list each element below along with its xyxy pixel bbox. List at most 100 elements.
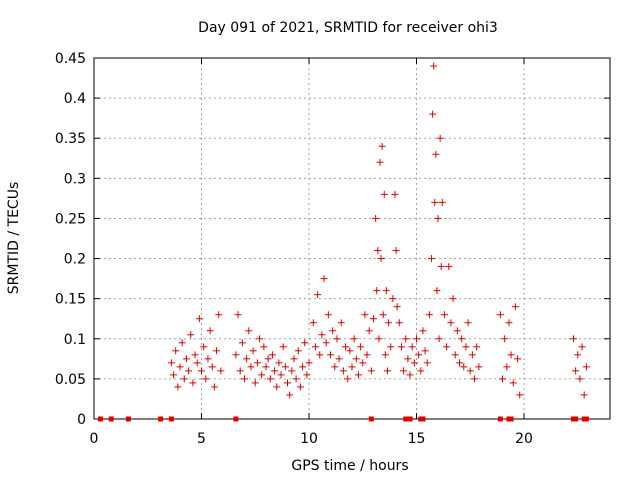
data-point <box>372 214 380 222</box>
data-point <box>318 331 326 339</box>
data-point <box>258 371 266 379</box>
data-point <box>311 343 319 351</box>
data-point <box>438 198 446 206</box>
data-point <box>213 347 221 355</box>
data-point <box>410 359 418 367</box>
data-point <box>253 359 261 367</box>
data-point <box>305 359 313 367</box>
data-point <box>354 371 362 379</box>
data-point <box>471 375 479 383</box>
y-tick-label: 0.2 <box>64 252 86 268</box>
zero-data-point <box>583 416 589 422</box>
data-point <box>375 335 383 343</box>
data-point <box>359 359 367 367</box>
data-point <box>387 343 395 351</box>
data-point <box>337 319 345 327</box>
data-point <box>288 367 296 375</box>
data-point <box>296 383 304 391</box>
data-point <box>496 311 504 319</box>
data-point <box>339 367 347 375</box>
data-point <box>425 311 433 319</box>
x-tick-label: 20 <box>515 431 533 447</box>
data-point <box>271 367 279 375</box>
data-point <box>324 311 332 319</box>
data-point <box>576 375 584 383</box>
data-point <box>333 335 341 343</box>
data-point <box>301 339 309 347</box>
data-point <box>582 363 590 371</box>
data-point <box>249 347 257 355</box>
data-point <box>329 327 337 335</box>
data-point <box>451 351 459 359</box>
y-tick-label: 0.45 <box>55 51 86 67</box>
data-point <box>432 150 440 158</box>
chart-title: Day 091 of 2021, SRMTID for receiver ohi… <box>198 20 498 36</box>
data-point <box>208 363 216 371</box>
y-tick-label: 0.1 <box>64 332 86 348</box>
data-point <box>185 367 193 375</box>
data-point <box>460 363 468 371</box>
data-point <box>167 359 175 367</box>
data-point <box>501 335 509 343</box>
data-point <box>357 343 365 351</box>
y-tick-label: 0 <box>77 412 86 428</box>
data-point <box>395 319 403 327</box>
data-point <box>400 367 408 375</box>
data-point <box>200 343 208 351</box>
data-point <box>435 335 443 343</box>
data-point <box>266 375 274 383</box>
data-point <box>453 327 461 335</box>
data-point <box>322 339 330 347</box>
data-point <box>574 351 582 359</box>
data-point <box>379 311 387 319</box>
data-point <box>342 343 350 351</box>
data-point <box>376 158 384 166</box>
data-point <box>210 383 218 391</box>
data-point <box>413 335 420 343</box>
data-point <box>433 287 441 295</box>
axis-ticks: 0 0.05 0.1 0.15 0.2 0.25 0.3 0.35 0.4 0.45 0 5 10 15 2… <box>55 51 610 447</box>
x-axis-label: GPS time / hours <box>291 458 408 474</box>
zero-data-point <box>233 416 239 422</box>
data-point <box>176 363 184 371</box>
data-point <box>421 347 429 355</box>
data-point <box>378 142 386 150</box>
data-point <box>303 371 311 379</box>
y-tick-label: 0.35 <box>55 131 86 147</box>
grid <box>94 58 610 419</box>
data-point <box>277 371 285 379</box>
data-point <box>264 355 272 363</box>
data-point <box>431 198 439 206</box>
data-point <box>202 375 210 383</box>
data-point <box>327 351 334 359</box>
data-point <box>415 351 423 359</box>
data-point <box>281 363 289 371</box>
data-point <box>245 327 253 335</box>
data-point <box>440 311 448 319</box>
data-point <box>370 315 377 323</box>
data-point <box>286 391 294 399</box>
data-point <box>445 263 453 271</box>
data-point <box>406 371 414 379</box>
y-tick-label: 0.15 <box>55 292 86 308</box>
data-point <box>572 367 580 375</box>
data-point <box>256 335 264 343</box>
data-point <box>195 315 203 323</box>
data-point <box>206 327 214 335</box>
data-point <box>198 367 205 375</box>
zero-data-point <box>97 416 103 422</box>
data-point <box>449 295 457 303</box>
data-point <box>279 343 287 351</box>
data-point <box>385 319 393 327</box>
data-point <box>419 327 427 335</box>
data-point <box>273 383 281 391</box>
data-point <box>499 375 506 383</box>
zero-data-point <box>497 416 503 422</box>
x-tick-label: 15 <box>408 431 426 447</box>
data-point <box>316 351 324 359</box>
data-point <box>373 287 381 295</box>
data-point <box>393 303 401 311</box>
data-point <box>187 331 195 339</box>
zero-data-point <box>368 416 374 422</box>
